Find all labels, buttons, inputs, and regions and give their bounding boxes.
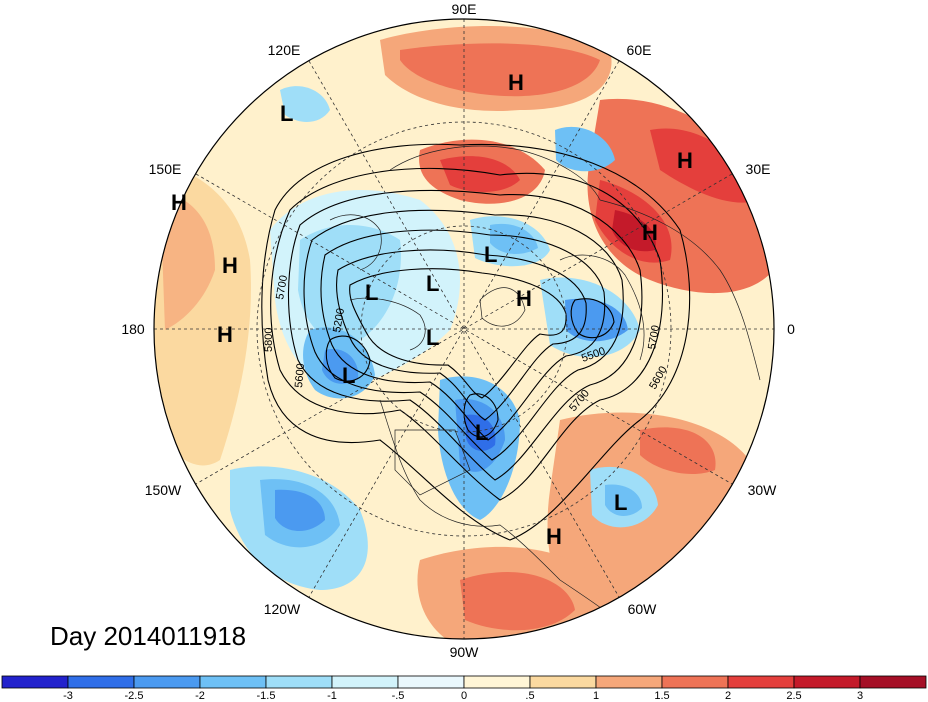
colorbar-swatch [265, 675, 333, 689]
lon-label-150w: 150W [145, 482, 182, 498]
colorbar-swatch [793, 675, 861, 689]
lon-label-90e: 90E [452, 1, 477, 17]
low-center: L [426, 325, 439, 350]
colorbar-swatch [661, 675, 729, 689]
colorbar-swatch [727, 675, 795, 689]
map-boundary [153, 18, 775, 640]
contour-label: 5700 [646, 324, 662, 350]
longitude-labels: 90E 60E 30E 0 30W 60W 90W 120W 150W 180 … [121, 1, 795, 660]
lon-label-120w: 120W [264, 601, 301, 617]
contour-label: 5200 [331, 307, 347, 333]
colorbar-swatch [859, 675, 927, 689]
pressure-centers: H L H H H H L L L H L H L L L H [171, 70, 693, 549]
height-contours [261, 143, 691, 541]
high-center: H [222, 253, 238, 278]
high-center: H [171, 190, 187, 215]
high-center: H [642, 220, 658, 245]
colorbar: -3 -2.5 -2 -1.5 -1 -.5 0 .5 1 1.5 2 2.5 3 [1, 675, 927, 702]
colorbar-swatch [199, 675, 267, 689]
high-center: H [516, 286, 532, 311]
contour-label: 5800 [263, 328, 275, 352]
colorbar-tick-label: 2 [725, 690, 731, 702]
colorbar-tick-label: -1 [327, 690, 337, 702]
colorbar-swatch [331, 675, 399, 689]
colorbar-tick-label: 2.5 [786, 690, 801, 702]
colorbar-swatch [397, 675, 465, 689]
graticule [154, 19, 774, 639]
lon-label-150e: 150E [149, 161, 182, 177]
lon-label-60e: 60E [627, 42, 652, 58]
colorbar-tick-label: -2 [195, 690, 205, 702]
colorbar-tick-label: -1.5 [257, 690, 276, 702]
colorbar-swatch [529, 675, 597, 689]
lon-label-90w: 90W [450, 644, 480, 660]
low-center: L [280, 101, 293, 126]
coastlines [329, 145, 761, 639]
contour-label: 5700 [274, 274, 290, 300]
lon-label-180: 180 [121, 321, 145, 337]
high-center: H [546, 524, 562, 549]
low-center: L [365, 280, 378, 305]
lon-label-30w: 30W [748, 482, 778, 498]
high-center: H [508, 70, 524, 95]
colorbar-tick-label: -.5 [392, 690, 405, 702]
colorbar-tick-label: 1 [593, 690, 599, 702]
colorbar-tick-label: -2.5 [125, 690, 144, 702]
colorbar-swatch [1, 675, 69, 689]
contour-label: 5600 [293, 363, 307, 388]
colorbar-swatch [595, 675, 663, 689]
low-center: L [342, 363, 355, 388]
colorbar-tick-label: -3 [63, 690, 73, 702]
colorbar-swatch [463, 675, 531, 689]
colorbar-swatch [133, 675, 201, 689]
colorbar-tick-label: 1.5 [654, 690, 669, 702]
low-center: L [484, 242, 497, 267]
colorbar-tick-label: 0 [461, 690, 467, 702]
high-center: H [677, 148, 693, 173]
day-label: Day 2014011918 [50, 621, 246, 651]
lon-label-30e: 30E [746, 161, 771, 177]
lon-label-120e: 120E [268, 42, 301, 58]
low-center: L [426, 271, 439, 296]
lon-label-0: 0 [787, 321, 795, 337]
colorbar-tick-label: .5 [525, 690, 534, 702]
colorbar-swatch [67, 675, 135, 689]
colorbar-tick-label: 3 [857, 690, 863, 702]
low-center: L [475, 420, 488, 445]
high-center: H [217, 322, 233, 347]
lon-label-60w: 60W [628, 601, 658, 617]
low-center: L [614, 490, 627, 515]
